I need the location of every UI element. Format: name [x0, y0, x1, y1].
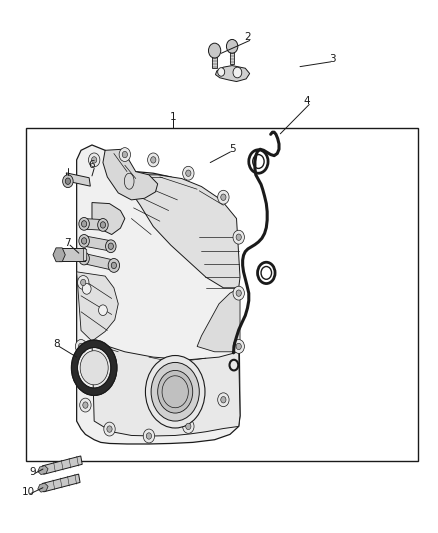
Text: 5: 5 — [229, 144, 236, 154]
Circle shape — [99, 305, 107, 316]
Circle shape — [233, 286, 244, 300]
Circle shape — [63, 175, 73, 188]
Text: 9: 9 — [29, 467, 36, 477]
Polygon shape — [77, 272, 118, 341]
Circle shape — [119, 148, 131, 161]
Circle shape — [236, 234, 241, 240]
Circle shape — [81, 255, 87, 262]
Circle shape — [221, 194, 226, 200]
Polygon shape — [197, 288, 240, 352]
Circle shape — [158, 370, 193, 413]
Polygon shape — [42, 474, 80, 492]
Circle shape — [183, 166, 194, 180]
Text: 6: 6 — [88, 160, 95, 170]
Circle shape — [104, 422, 115, 436]
Circle shape — [151, 362, 199, 421]
Circle shape — [122, 151, 127, 158]
Polygon shape — [66, 173, 90, 186]
Circle shape — [111, 262, 117, 269]
Circle shape — [221, 397, 226, 403]
Circle shape — [218, 68, 225, 76]
Circle shape — [79, 235, 89, 247]
Polygon shape — [77, 145, 240, 444]
Wedge shape — [71, 340, 117, 395]
Polygon shape — [83, 253, 115, 271]
Circle shape — [186, 423, 191, 430]
Circle shape — [82, 284, 91, 294]
Polygon shape — [38, 466, 48, 474]
Text: 3: 3 — [329, 54, 336, 63]
Circle shape — [79, 252, 89, 265]
Circle shape — [236, 343, 241, 350]
Circle shape — [106, 240, 116, 253]
Circle shape — [148, 153, 159, 167]
Polygon shape — [84, 248, 87, 261]
Text: 1: 1 — [170, 112, 177, 122]
Text: 2: 2 — [244, 33, 251, 42]
Circle shape — [81, 279, 86, 286]
Text: 4: 4 — [303, 96, 310, 106]
Circle shape — [183, 419, 194, 433]
Polygon shape — [92, 341, 240, 436]
Polygon shape — [42, 456, 82, 474]
Text: 7: 7 — [64, 238, 71, 247]
Circle shape — [78, 343, 84, 350]
Circle shape — [218, 393, 229, 407]
Circle shape — [108, 259, 120, 272]
Polygon shape — [53, 248, 65, 262]
Circle shape — [83, 402, 88, 408]
Polygon shape — [103, 149, 158, 200]
Circle shape — [233, 67, 242, 78]
Bar — [26, 128, 418, 461]
Circle shape — [146, 433, 152, 439]
Circle shape — [236, 290, 241, 296]
Polygon shape — [215, 66, 250, 82]
Circle shape — [218, 190, 229, 204]
Circle shape — [208, 43, 221, 58]
Circle shape — [81, 238, 87, 244]
Polygon shape — [230, 46, 234, 64]
Circle shape — [75, 340, 87, 353]
Circle shape — [79, 217, 89, 230]
Text: 8: 8 — [53, 339, 60, 349]
Text: 10: 10 — [22, 487, 35, 497]
Circle shape — [78, 276, 89, 289]
Circle shape — [98, 219, 108, 231]
Circle shape — [81, 221, 87, 227]
Circle shape — [226, 39, 238, 53]
Circle shape — [92, 157, 97, 163]
Circle shape — [80, 398, 91, 412]
Circle shape — [151, 157, 156, 163]
Polygon shape — [83, 236, 113, 252]
Polygon shape — [59, 248, 85, 261]
Circle shape — [145, 356, 205, 428]
Polygon shape — [129, 175, 240, 288]
Circle shape — [233, 340, 244, 353]
Circle shape — [100, 222, 106, 228]
Circle shape — [65, 178, 71, 184]
Polygon shape — [83, 219, 104, 230]
Circle shape — [80, 351, 108, 385]
Circle shape — [107, 426, 112, 432]
Polygon shape — [212, 51, 217, 68]
Polygon shape — [38, 483, 48, 492]
Polygon shape — [92, 203, 125, 235]
Circle shape — [88, 153, 100, 167]
Circle shape — [143, 429, 155, 443]
Circle shape — [108, 243, 113, 249]
Circle shape — [186, 170, 191, 176]
Circle shape — [233, 230, 244, 244]
